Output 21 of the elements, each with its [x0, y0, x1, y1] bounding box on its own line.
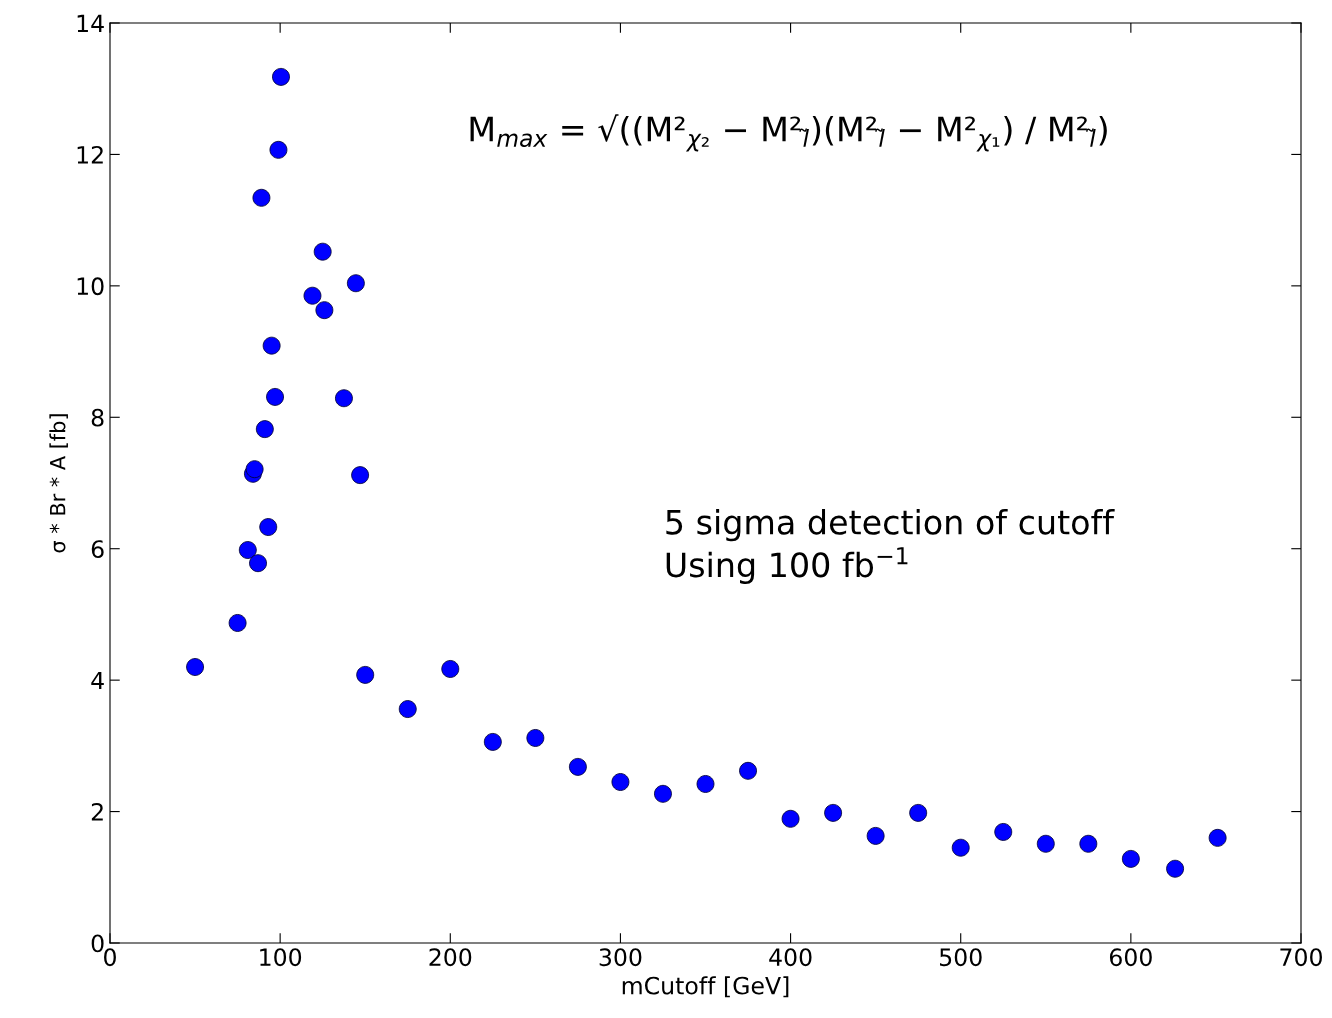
x-tick-label: 0 [104, 948, 116, 967]
y-tick-label: 12 [77, 145, 103, 164]
x-tick-label: 500 [940, 948, 982, 967]
y-tick-label: 8 [91, 408, 104, 427]
y-tick-label: 10 [77, 277, 104, 296]
y-tick-label: 0 [91, 934, 104, 953]
text: M$_{max}$ = √((M²$_{χ₂}$ − M²$_{l̃}$)(M²$_{l̃}$ − M²$_{χ₁}$) / M²$_{l̃}$) [470, 114, 1107, 152]
y-tick-label: 6 [91, 540, 104, 559]
y-axis-title: σ * Br * A [fb] [49, 414, 68, 553]
point [951, 838, 970, 857]
x-tick-label: 700 [1280, 948, 1322, 967]
x-tick-label: 600 [1109, 948, 1152, 967]
x-axis-title: mCutoff [GeV] [622, 976, 789, 998]
y-tick-label: 4 [91, 671, 104, 690]
y-tick-label: 14 [77, 14, 104, 32]
y-tick-label: 2 [91, 803, 103, 821]
x-tick-label: 300 [599, 948, 642, 967]
x-tick-label: 100 [260, 948, 302, 967]
annotation: 5 sigma detection of cutoff Using 100 fb$^{−1}$ [666, 508, 1115, 584]
x-tick-label: 400 [769, 948, 812, 967]
x-tick-label: 200 [429, 948, 472, 967]
